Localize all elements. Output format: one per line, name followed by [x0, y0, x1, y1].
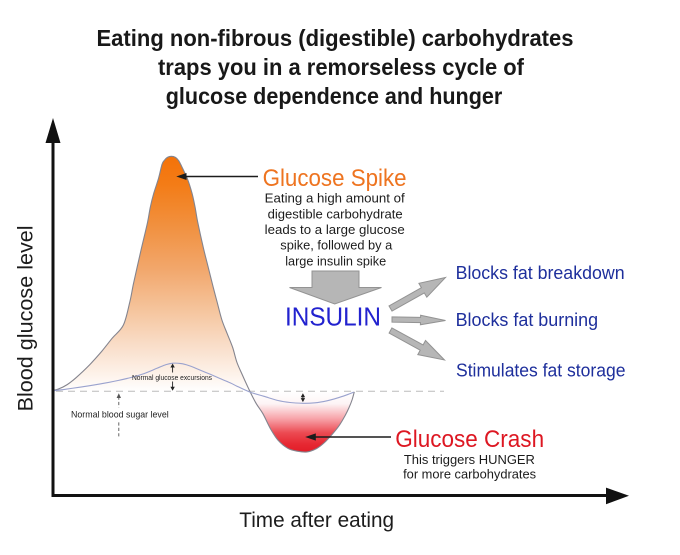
svg-text:Normal blood sugar level: Normal blood sugar level [71, 410, 169, 420]
svg-text:INSULIN: INSULIN [285, 302, 381, 332]
svg-text:Glucose Crash: Glucose Crash [395, 426, 544, 453]
svg-text:spike, followed by a: spike, followed by a [280, 238, 393, 253]
svg-text:Eating a high amount of: Eating a high amount of [265, 191, 405, 206]
svg-text:Blocks fat burning: Blocks fat burning [456, 309, 598, 330]
svg-text:traps you in a remorseless cyc: traps you in a remorseless cycle of [158, 54, 524, 80]
svg-text:Time after eating: Time after eating [239, 508, 394, 532]
svg-text:for more carbohydrates: for more carbohydrates [403, 466, 536, 481]
svg-text:Blood glucose level: Blood glucose level [13, 225, 38, 411]
svg-text:digestible carbohydrate: digestible carbohydrate [268, 206, 403, 221]
svg-text:glucose dependence and hunger: glucose dependence and hunger [166, 83, 503, 109]
svg-text:leads to a large glucose: leads to a large glucose [265, 222, 405, 237]
svg-text:Normal glucose excursions: Normal glucose excursions [132, 373, 212, 382]
svg-text:Blocks fat breakdown: Blocks fat breakdown [456, 262, 625, 283]
svg-text:This triggers HUNGER: This triggers HUNGER [404, 452, 535, 467]
svg-text:large insulin spike: large insulin spike [285, 253, 386, 268]
svg-text:Stimulates fat storage: Stimulates fat storage [456, 359, 626, 380]
svg-text:Glucose Spike: Glucose Spike [263, 165, 407, 192]
svg-text:Eating non-fibrous (digestible: Eating non-fibrous (digestible) carbohyd… [97, 25, 574, 51]
